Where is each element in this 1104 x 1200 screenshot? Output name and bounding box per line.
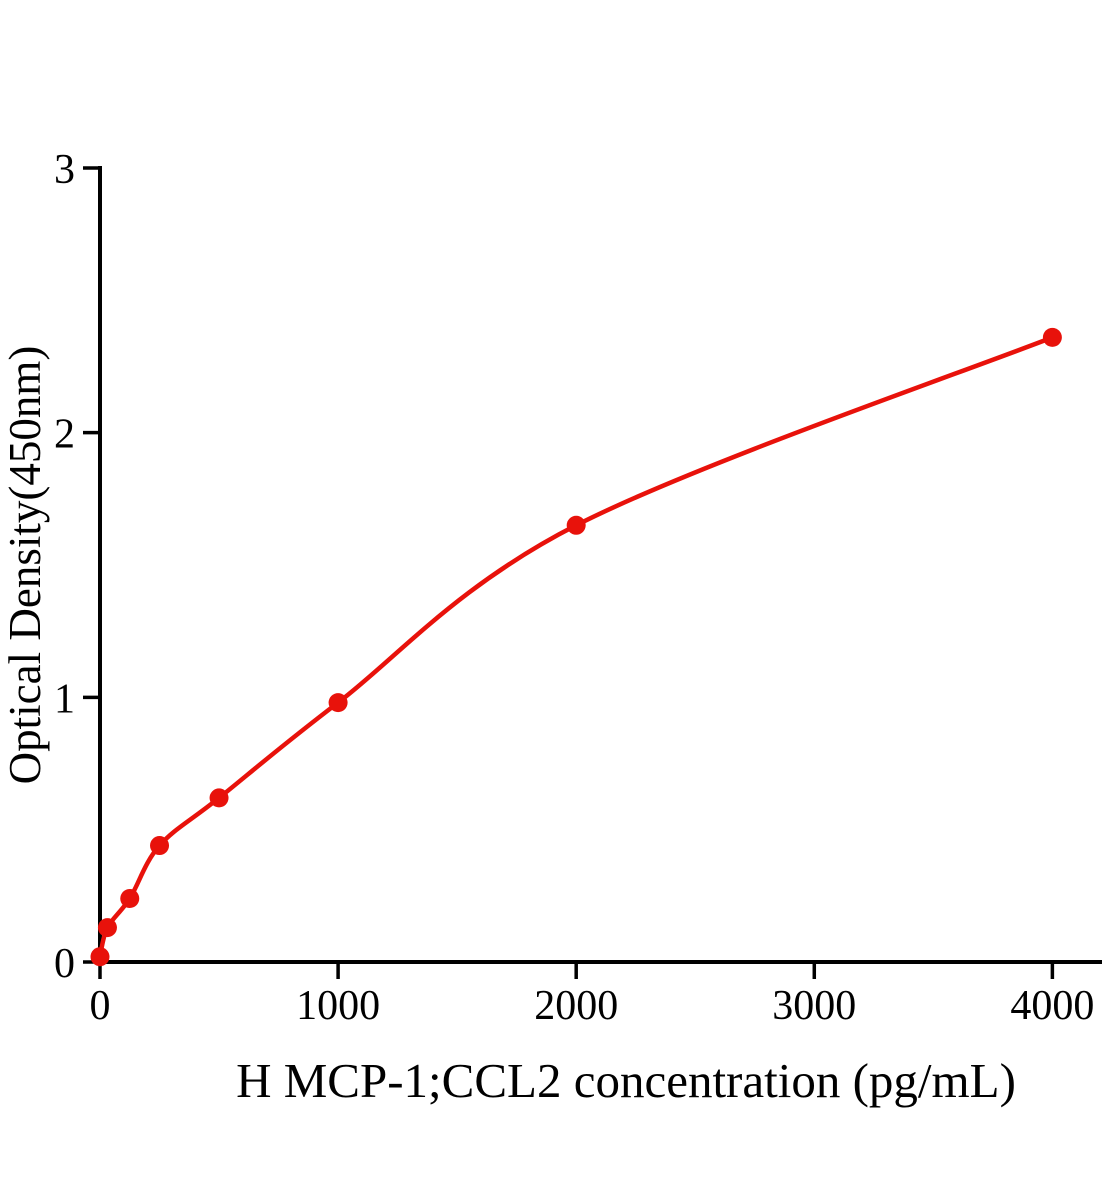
y-tick-label: 0 [54, 941, 75, 987]
y-tick-label: 1 [54, 676, 75, 722]
data-point [120, 888, 140, 908]
y-tick-label: 3 [54, 147, 75, 193]
x-tick-label: 0 [90, 983, 111, 1029]
data-point [566, 515, 586, 535]
data-point [90, 947, 110, 967]
y-axis-title: Optical Density(450nm) [0, 346, 50, 785]
fitted-curve [97, 335, 1055, 959]
standard-curve-series [90, 327, 1062, 967]
x-tick-label: 1000 [296, 983, 380, 1029]
x-tick-label: 3000 [772, 983, 856, 1029]
data-point [1042, 327, 1062, 347]
x-axis-title: H MCP-1;CCL2 concentration (pg/mL) [236, 1053, 1016, 1108]
axis-spine [98, 166, 1102, 964]
data-point [209, 788, 229, 808]
y-tick-label: 2 [54, 412, 75, 458]
data-point [97, 918, 117, 938]
data-point [328, 693, 348, 713]
x-tick-label: 2000 [534, 983, 618, 1029]
x-tick-label: 4000 [1010, 983, 1094, 1029]
axes: 0 1000 2000 3000 4000 0 1 2 3 [54, 147, 1102, 1029]
data-point [150, 836, 170, 856]
